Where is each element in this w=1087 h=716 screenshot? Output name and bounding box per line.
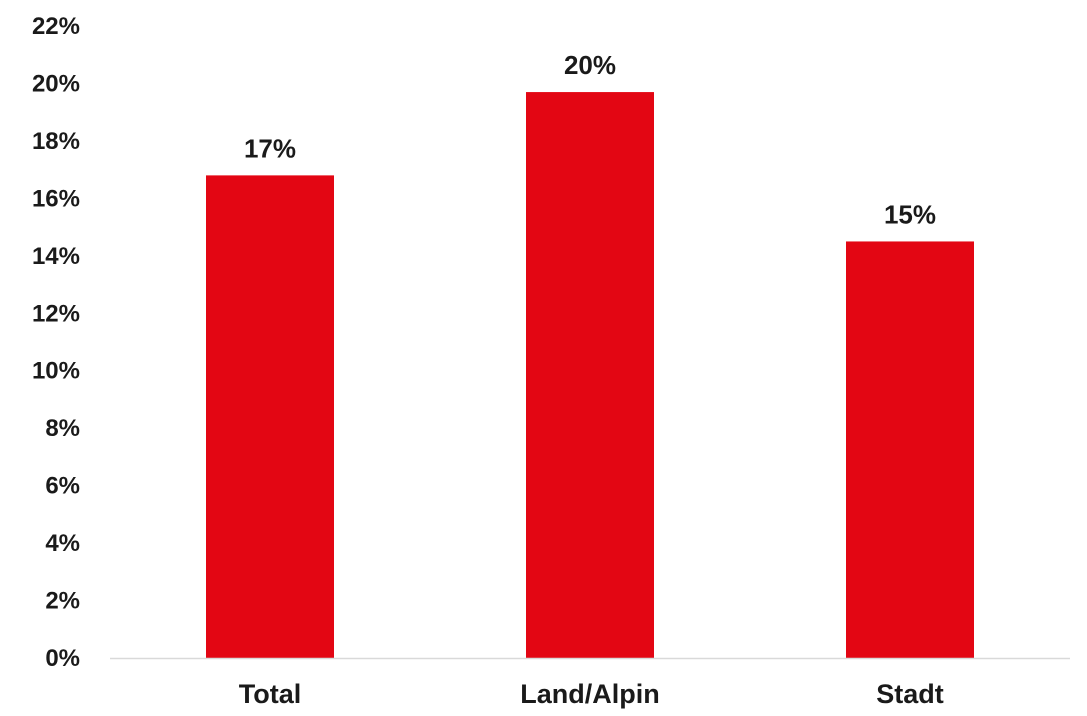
bar-data-label: 20%: [564, 50, 616, 80]
y-tick-label: 22%: [32, 13, 80, 40]
bar-data-labels: 17% 20% 15%: [244, 50, 936, 229]
y-tick-label: 8%: [45, 415, 80, 442]
y-tick-label: 4%: [45, 530, 80, 557]
x-category-label: Total: [239, 679, 302, 709]
y-tick-label: 0%: [45, 645, 80, 672]
y-tick-label: 16%: [32, 185, 80, 212]
y-tick-label: 14%: [32, 243, 80, 270]
bar-data-label: 17%: [244, 133, 296, 163]
bar-land-alpin: [526, 92, 654, 658]
x-axis-category-labels: Total Land/Alpin Stadt: [239, 679, 944, 709]
y-tick-label: 2%: [45, 588, 80, 615]
y-tick-label: 12%: [32, 300, 80, 327]
y-tick-label: 6%: [45, 473, 80, 500]
y-tick-label: 18%: [32, 128, 80, 155]
y-tick-label: 10%: [32, 358, 80, 385]
y-axis-tick-labels: 0% 2% 4% 6% 8% 10% 12% 14% 16% 18% 20% 22%: [32, 13, 80, 672]
y-tick-label: 20%: [32, 70, 80, 97]
x-category-label: Stadt: [876, 679, 944, 709]
bar-stadt: [846, 241, 974, 659]
bar-total: [206, 175, 334, 658]
bar-series: [206, 92, 974, 659]
bar-data-label: 15%: [884, 199, 936, 229]
x-category-label: Land/Alpin: [520, 679, 659, 709]
